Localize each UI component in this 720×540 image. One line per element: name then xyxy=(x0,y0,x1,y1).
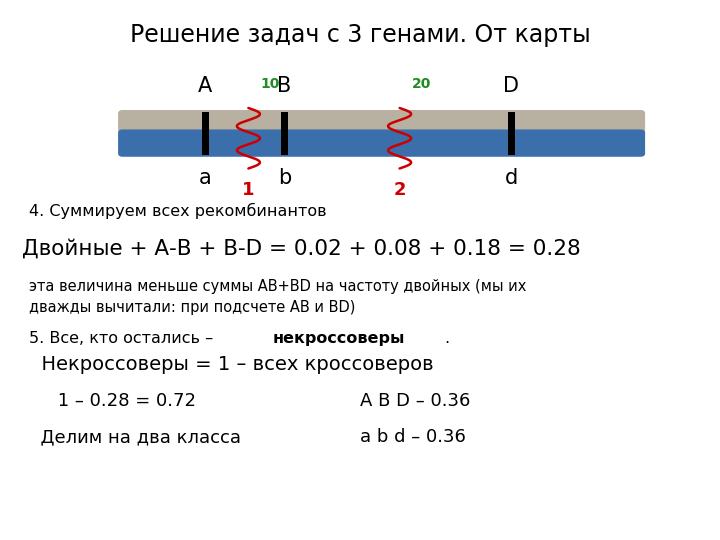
Text: 1: 1 xyxy=(242,181,255,199)
Bar xyxy=(508,112,515,131)
Text: 20: 20 xyxy=(412,77,431,91)
Text: 1 – 0.28 = 0.72: 1 – 0.28 = 0.72 xyxy=(29,392,196,410)
Text: b: b xyxy=(278,168,291,188)
Bar xyxy=(281,112,288,131)
Text: 4. Суммируем всех рекомбинантов: 4. Суммируем всех рекомбинантов xyxy=(29,202,326,219)
Text: 5. Все, кто остались –: 5. Все, кто остались – xyxy=(29,330,218,346)
Text: .: . xyxy=(444,330,449,346)
FancyBboxPatch shape xyxy=(119,130,644,156)
Text: Решение задач с 3 генами. От карты: Решение задач с 3 генами. От карты xyxy=(130,23,590,47)
Text: некроссоверы: некроссоверы xyxy=(273,330,405,346)
Text: B: B xyxy=(277,76,292,97)
Text: D: D xyxy=(503,76,519,97)
Text: Некроссоверы = 1 – всех кроссоверов: Некроссоверы = 1 – всех кроссоверов xyxy=(29,355,433,374)
FancyBboxPatch shape xyxy=(119,111,644,132)
Bar xyxy=(202,131,209,155)
Text: a: a xyxy=(199,168,212,188)
Bar xyxy=(508,131,515,155)
Text: эта величина меньше суммы АВ+ВD на частоту двойных (мы их: эта величина меньше суммы АВ+ВD на часто… xyxy=(29,279,526,294)
Text: Двойные + А-В + В-D = 0.02 + 0.08 + 0.18 = 0.28: Двойные + А-В + В-D = 0.02 + 0.08 + 0.18… xyxy=(22,238,580,259)
Text: Делим на два класса: Делим на два класса xyxy=(29,428,240,447)
Text: 10: 10 xyxy=(261,77,279,91)
Text: А В D – 0.36: А В D – 0.36 xyxy=(360,392,470,410)
Bar xyxy=(202,112,209,131)
Text: a b d – 0.36: a b d – 0.36 xyxy=(360,428,466,447)
Text: A: A xyxy=(198,76,212,97)
Bar xyxy=(281,131,288,155)
Text: 2: 2 xyxy=(393,181,406,199)
Text: дважды вычитали: при подсчете АВ и ВD): дважды вычитали: при подсчете АВ и ВD) xyxy=(29,300,355,315)
Text: d: d xyxy=(505,168,518,188)
